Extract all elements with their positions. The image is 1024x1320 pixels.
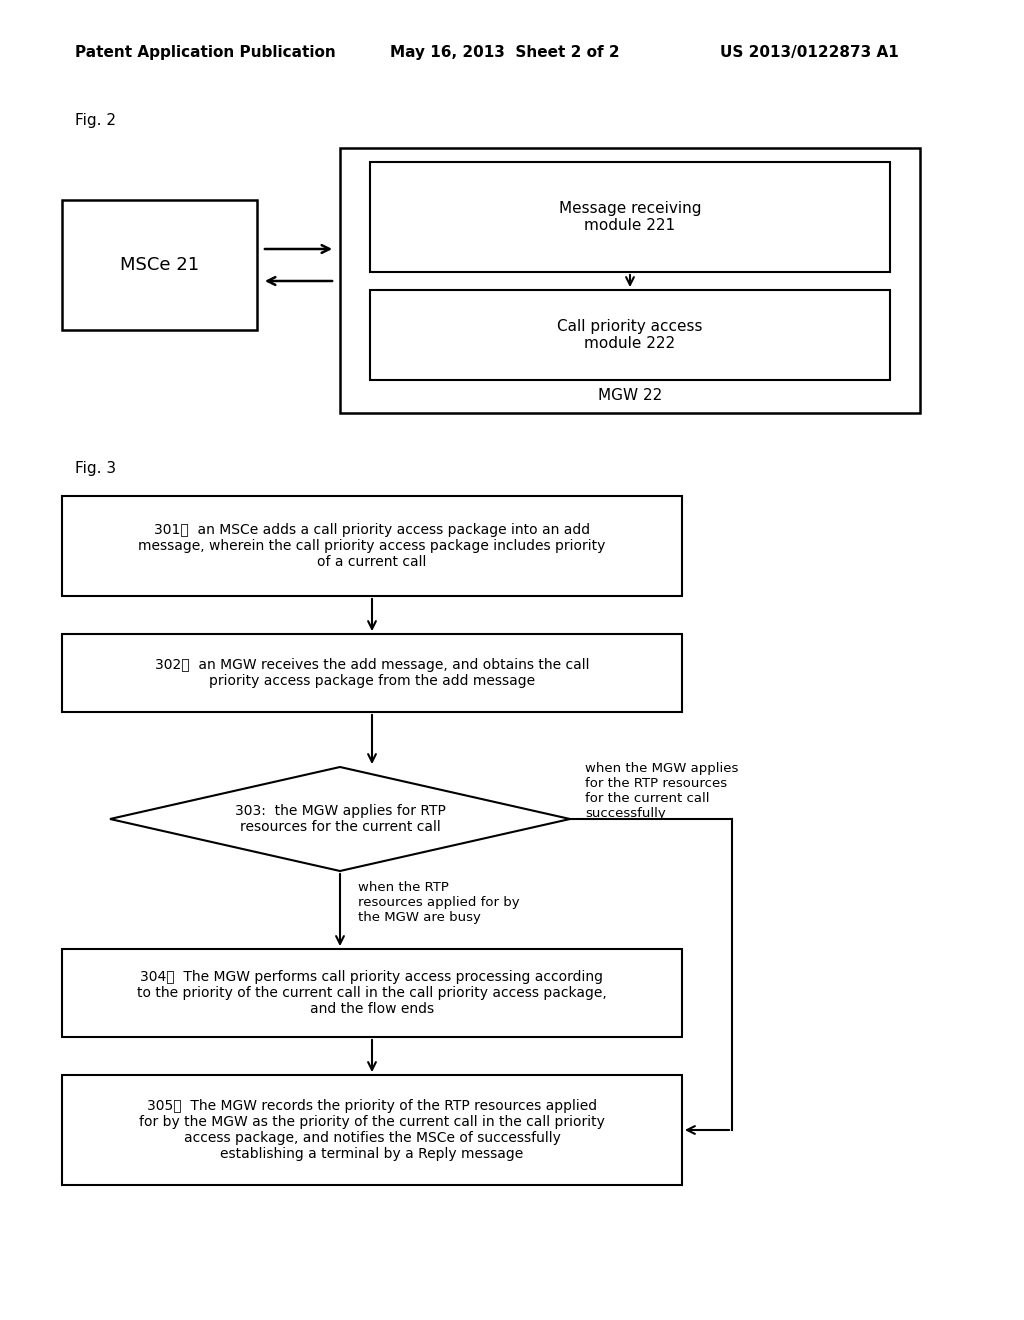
Bar	[62, 1074, 682, 1185]
Text: Patent Application Publication: Patent Application Publication	[75, 45, 336, 59]
Text: MGW 22: MGW 22	[598, 388, 663, 404]
Text: Fig. 3: Fig. 3	[75, 461, 116, 475]
Text: Call priority access
module 222: Call priority access module 222	[557, 319, 702, 351]
Text: 305：  The MGW records the priority of the RTP resources applied
for by the MGW a: 305： The MGW records the priority of the…	[139, 1098, 605, 1162]
Text: Message receiving
module 221: Message receiving module 221	[559, 201, 701, 234]
Text: May 16, 2013  Sheet 2 of 2: May 16, 2013 Sheet 2 of 2	[390, 45, 620, 59]
Bar	[62, 496, 682, 597]
Text: 302：  an MGW receives the add message, and obtains the call
priority access pack: 302： an MGW receives the add message, an…	[155, 657, 589, 688]
Bar	[370, 162, 890, 272]
Polygon shape	[110, 767, 570, 871]
Bar	[62, 201, 257, 330]
Bar	[370, 290, 890, 380]
Bar	[340, 148, 920, 413]
Text: US 2013/0122873 A1: US 2013/0122873 A1	[720, 45, 899, 59]
Text: MSCe 21: MSCe 21	[120, 256, 199, 275]
Text: Fig. 2: Fig. 2	[75, 112, 116, 128]
Text: 303:  the MGW applies for RTP
resources for the current call: 303: the MGW applies for RTP resources f…	[234, 804, 445, 834]
Bar	[62, 949, 682, 1038]
Bar	[62, 634, 682, 711]
Text: 304：  The MGW performs call priority access processing according
to the priority: 304： The MGW performs call priority acce…	[137, 970, 607, 1016]
Text: 301：  an MSCe adds a call priority access package into an add
message, wherein t: 301： an MSCe adds a call priority access…	[138, 523, 605, 569]
Text: when the RTP
resources applied for by
the MGW are busy: when the RTP resources applied for by th…	[358, 880, 519, 924]
Text: when the MGW applies
for the RTP resources
for the current call
successfully: when the MGW applies for the RTP resourc…	[585, 762, 738, 820]
